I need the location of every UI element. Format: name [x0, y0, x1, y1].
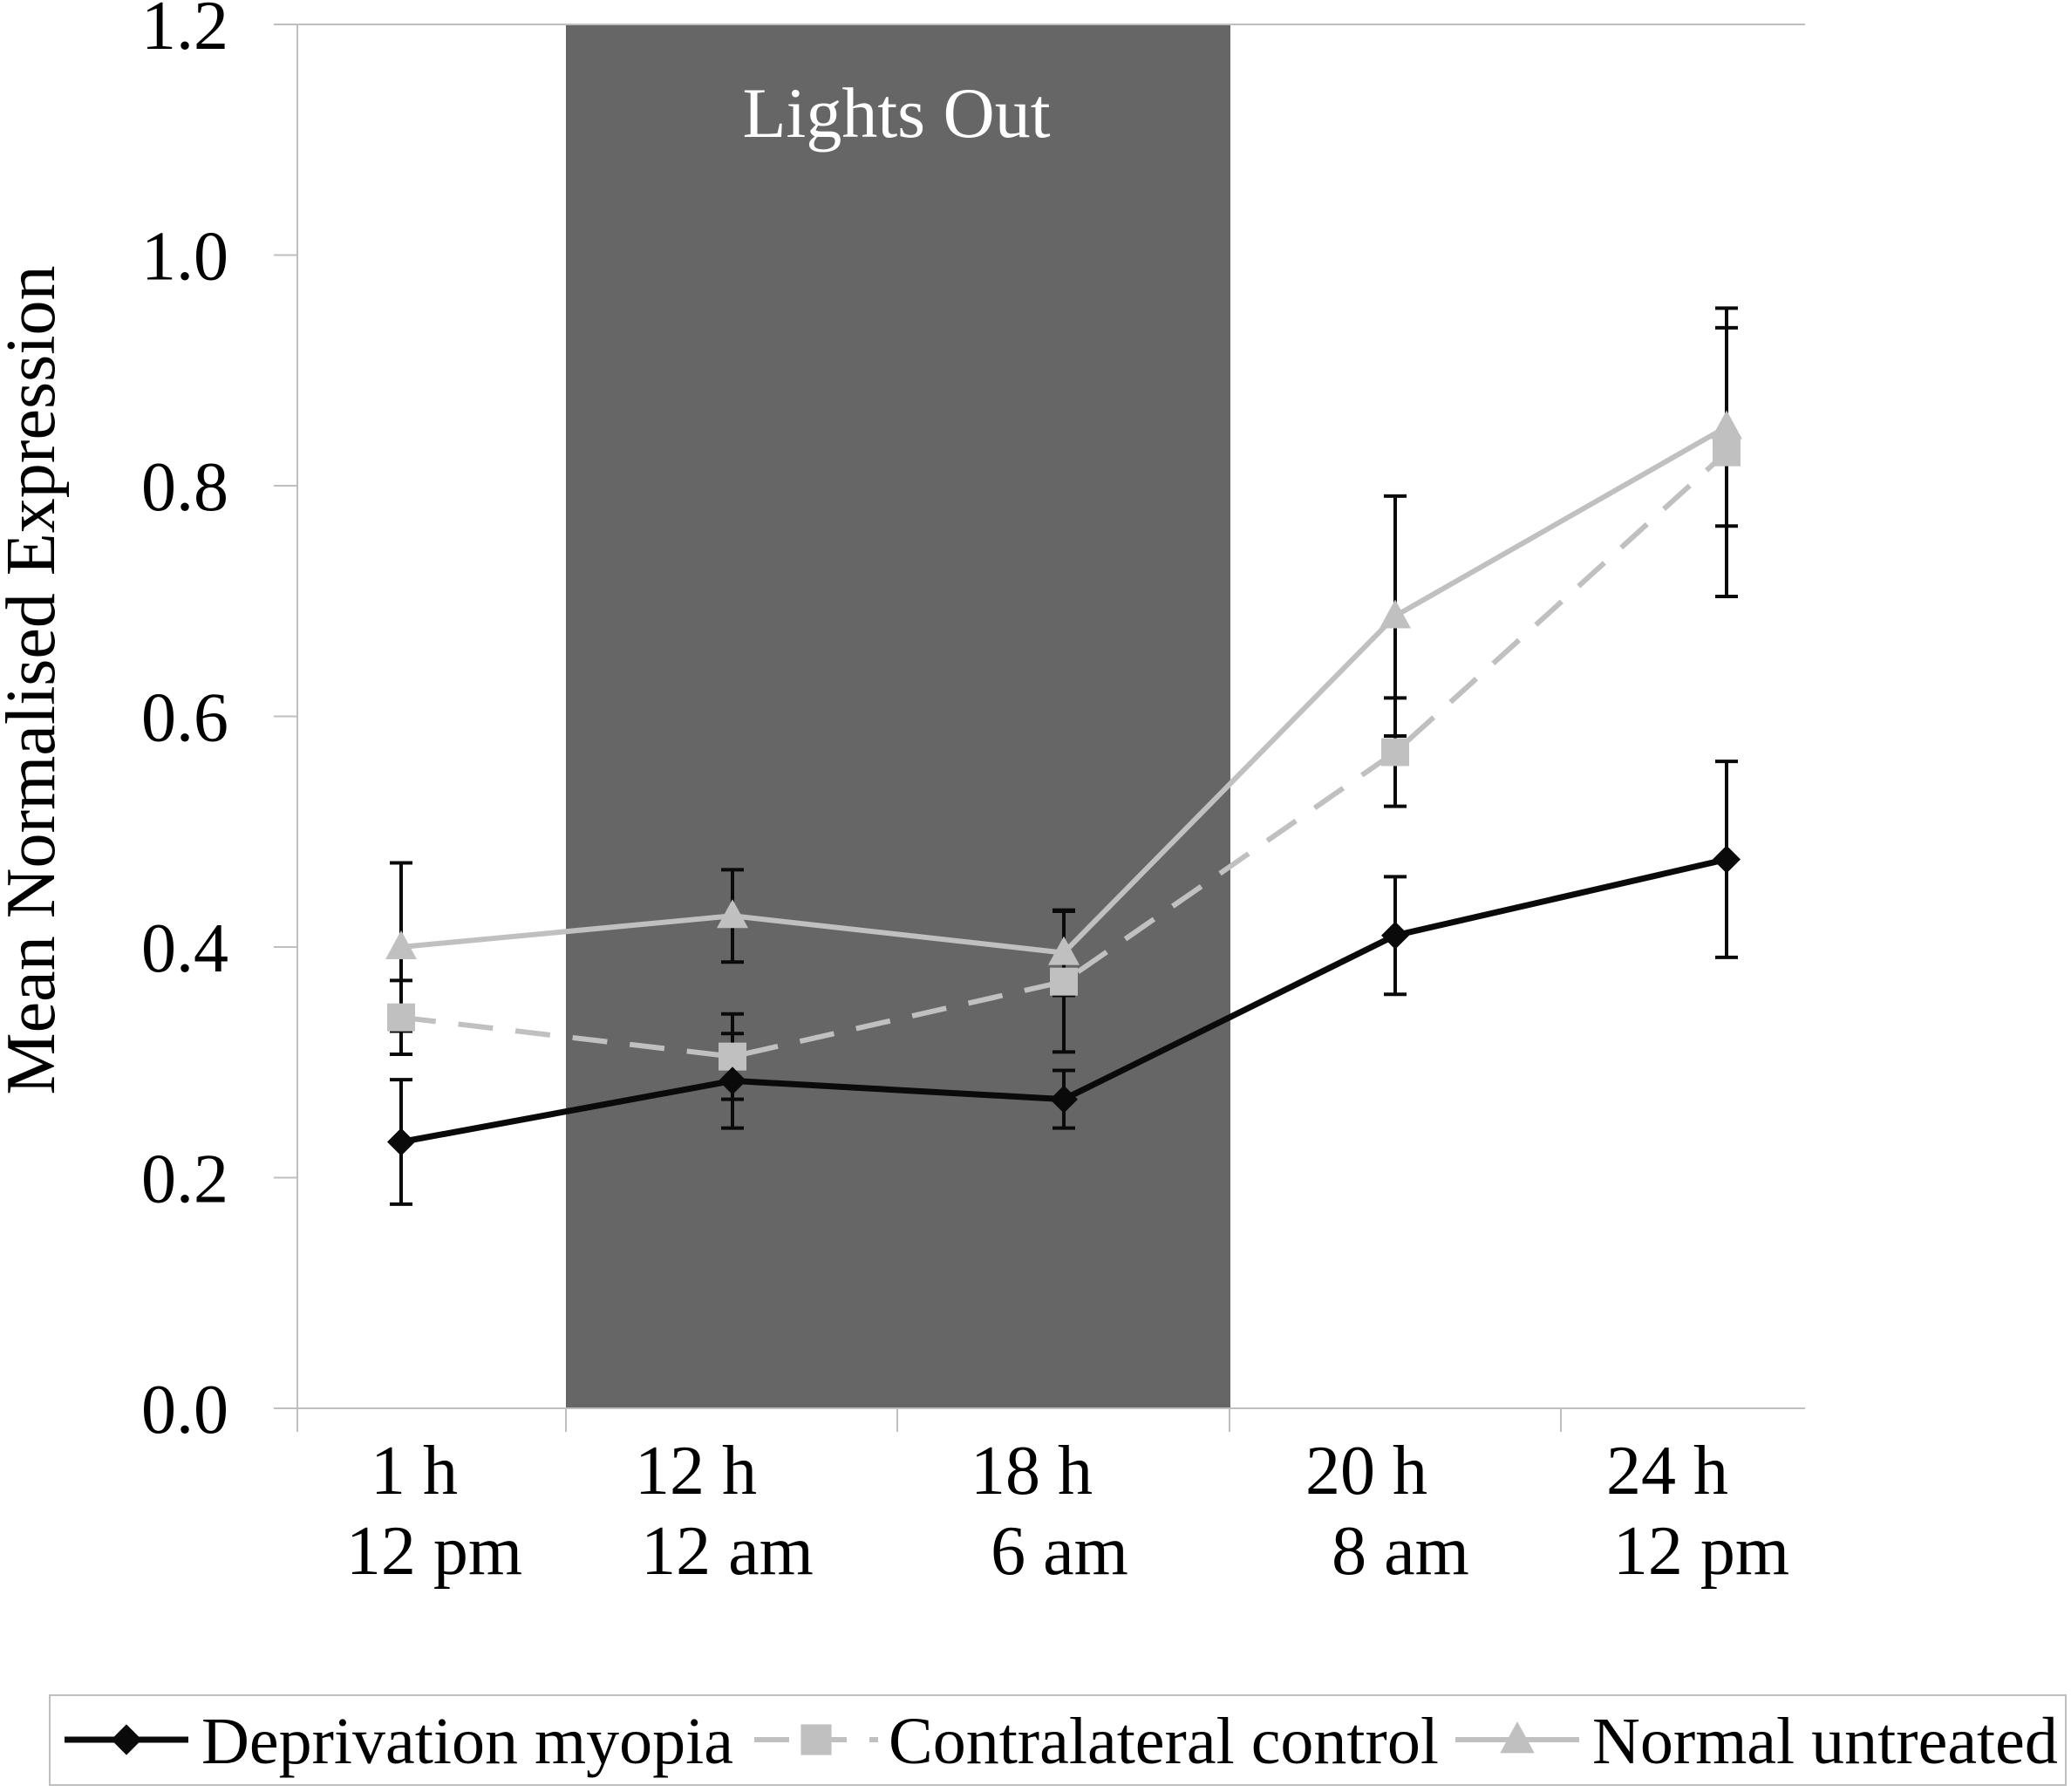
data-point-square: [1381, 738, 1409, 767]
data-point-square: [387, 1003, 415, 1032]
data-point-triangle: [1711, 410, 1742, 439]
y-tick-label: 0.2: [141, 1141, 228, 1218]
data-point-diamond: [387, 1128, 415, 1156]
x-tick-label-hours: 12 h: [635, 1433, 757, 1509]
legend-item: Normal untreated: [1455, 1705, 2058, 1778]
markers: [385, 410, 1742, 1156]
data-point-diamond: [1713, 845, 1741, 874]
x-tick-label-hours: 24 h: [1606, 1433, 1728, 1509]
data-point-triangle: [385, 930, 417, 959]
x-tick-label-clock: 6 am: [991, 1513, 1128, 1590]
x-tick-label-hours: 18 h: [971, 1433, 1093, 1509]
x-tick-label-clock: 12 pm: [1613, 1513, 1789, 1590]
data-point-square: [1050, 967, 1078, 996]
legend-triangle-icon: [1500, 1721, 1535, 1754]
y-tick-label: 1.0: [141, 219, 228, 296]
legend-box: [49, 1694, 2067, 1786]
data-point-triangle: [1380, 599, 1411, 629]
y-tick-label: 0.0: [141, 1372, 228, 1448]
legend-label: Deprivation myopia: [201, 1705, 733, 1778]
y-tick-label: 0.8: [141, 449, 228, 526]
x-tick-label-clock: 12 pm: [346, 1513, 522, 1590]
x-tick-label-clock: 8 am: [1332, 1513, 1469, 1590]
legend-square-icon: [800, 1724, 832, 1755]
data-point-diamond: [719, 1066, 746, 1095]
legend-diamond-icon: [111, 1724, 142, 1755]
x-tick-label-clock: 12 am: [641, 1513, 814, 1590]
legend-label: Contralateral control: [889, 1705, 1439, 1778]
series-line-contralateral-control: [400, 450, 1729, 1060]
y-axis-title: Mean Normalised Expression: [0, 266, 70, 1095]
data-point-square: [719, 1042, 746, 1071]
lights-out-label: Lights Out: [742, 73, 1050, 153]
data-point-diamond: [1050, 1085, 1078, 1114]
y-tick-label: 1.2: [141, 0, 228, 65]
legend-item: Contralateral control: [754, 1705, 1439, 1778]
data-point-triangle: [1048, 936, 1080, 965]
legend-item: Deprivation myopia: [65, 1705, 733, 1778]
plot-background: [566, 24, 1230, 1408]
data-point-square: [1713, 438, 1741, 467]
legend-label: Normal untreated: [1592, 1705, 2058, 1778]
data-point-diamond: [1381, 921, 1409, 950]
axes: [274, 24, 1805, 1432]
data-point-triangle: [717, 899, 748, 929]
legend: Deprivation myopia Contralateral control N…: [49, 1694, 2067, 1786]
lights-out-band: [566, 24, 1230, 1408]
x-tick-label-hours: 1 h: [371, 1433, 458, 1509]
x-tick-label-hours: 20 h: [1305, 1433, 1427, 1509]
y-tick-label: 0.6: [141, 680, 228, 757]
y-tick-label: 0.4: [141, 910, 228, 987]
